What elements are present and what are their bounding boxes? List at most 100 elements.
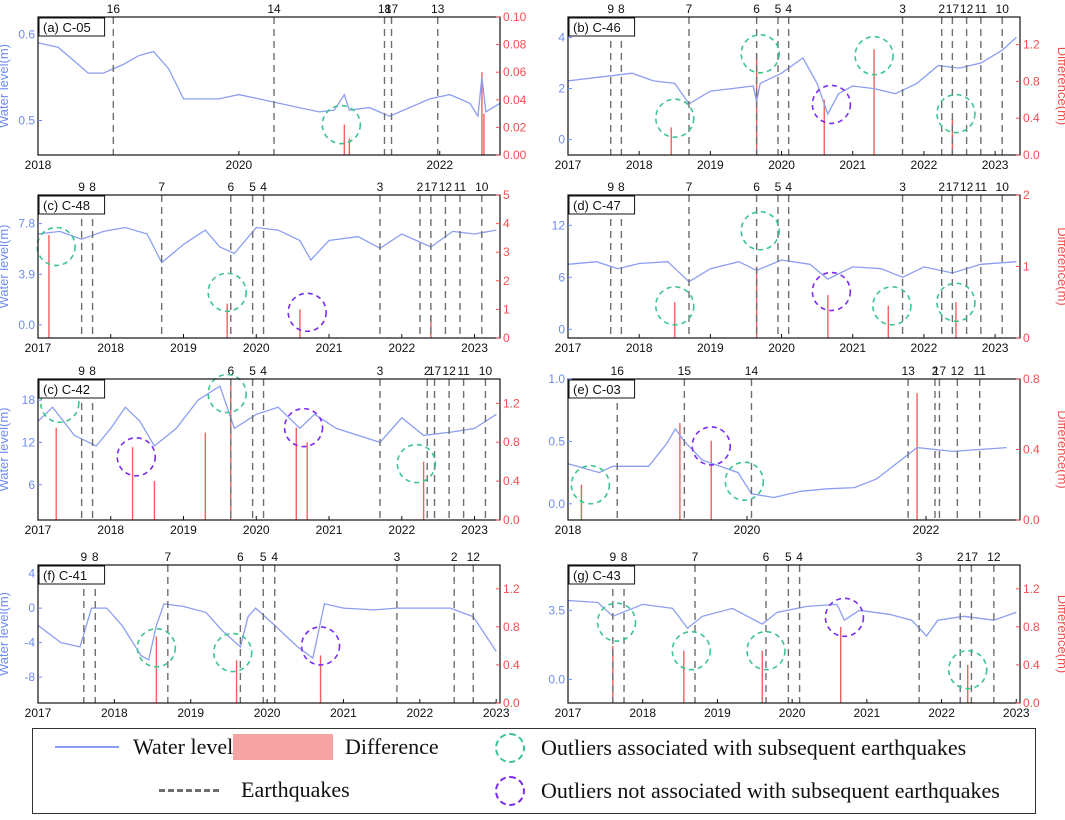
outlier-not-associated-circle: [287, 292, 327, 333]
y-tick-label: 4: [28, 567, 35, 581]
y-tick-label: -4: [24, 636, 35, 650]
water-level-line: [567, 259, 1017, 283]
y2-tick-label: 0.06: [503, 65, 527, 79]
y2-tick-label: 0.0: [1023, 696, 1040, 710]
water-level-line: [37, 603, 497, 661]
earthquake-label: 12: [439, 180, 453, 194]
earthquake-label: 2: [938, 180, 945, 194]
x-tick-label: 2017: [555, 341, 582, 355]
y-tick-label: 4: [558, 30, 565, 44]
outlier-not-associated-circle: [283, 407, 324, 448]
outlier-not-associated-circle: [116, 436, 157, 477]
earthquake-label: 4: [271, 550, 278, 564]
water-level-line: [567, 36, 1017, 116]
y-tick-label: 7.8: [18, 217, 35, 231]
outlier-associated-circle: [746, 630, 786, 671]
earthquake-label: 4: [785, 2, 792, 16]
earthquake-label: 10: [996, 2, 1010, 16]
panel-title-box: [38, 379, 106, 399]
y-tick-label: 0.0: [18, 318, 35, 332]
x-tick-label: 2017: [25, 706, 52, 720]
x-tick-label: 2019: [697, 341, 724, 355]
outlier-not-associated-circle: [300, 626, 341, 666]
y2-tick-label: 0.8: [1023, 372, 1040, 386]
earthquake-label: 6: [237, 550, 244, 564]
plot-area: [568, 379, 1020, 520]
legend: Water level Difference Earthquakes Outli…: [32, 728, 1036, 814]
earthquake-label: 4: [796, 550, 803, 564]
earthquake-label: 4: [785, 180, 792, 194]
earthquake-label: 17: [933, 364, 947, 378]
y-tick-label: 0.0: [548, 497, 565, 511]
y2-tick-label: 0.4: [503, 474, 520, 488]
x-tick-label: 2021: [839, 158, 866, 172]
y-tick-label: 6: [558, 270, 565, 284]
water-level-line: [37, 42, 501, 119]
outlier-associated-circle: [596, 602, 637, 642]
y2-tick-label: 1.2: [1023, 582, 1040, 596]
earthquake-label: 12: [960, 180, 974, 194]
earthquake-label: 6: [763, 550, 770, 564]
earthquake-label: 9: [80, 550, 87, 564]
y2-tick-label: 0: [503, 331, 510, 345]
y2-axis-label: Difference(m): [1055, 227, 1065, 306]
y2-tick-label: 0: [1023, 331, 1030, 345]
earthquake-label: 8: [92, 550, 99, 564]
water-level-line: [567, 599, 1017, 638]
x-tick-label: 2020: [254, 706, 281, 720]
earthquake-label: 17: [424, 180, 438, 194]
x-tick-label: 2022: [911, 158, 938, 172]
panel-title-box: [568, 379, 636, 399]
outlier-associated-circle: [872, 286, 912, 326]
earthquake-label: 5: [775, 2, 782, 16]
outlier-associated-circle: [936, 282, 976, 323]
outlier-associated-circle: [654, 98, 695, 138]
panel-title: (d) C-47: [573, 198, 621, 213]
y-tick-label: 12: [552, 218, 566, 232]
y2-axis-label: Difference(m): [1055, 595, 1065, 674]
earthquake-label: 11: [975, 180, 988, 194]
legend-not-associated-label: Outliers not associated with subsequent …: [541, 778, 1000, 803]
plot-area: [568, 565, 1020, 703]
x-tick-label: 2020: [768, 341, 795, 355]
earthquake-label: 17: [385, 2, 399, 16]
y2-tick-label: 4: [503, 217, 510, 231]
earthquake-label: 6: [227, 364, 234, 378]
earthquake-label: 3: [377, 180, 384, 194]
panel-title: (b) C-46: [573, 20, 621, 35]
earthquake-label: 12: [960, 2, 974, 16]
y-tick-label: -8: [24, 670, 35, 684]
x-tick-label: 2023: [982, 341, 1009, 355]
earthquake-label: 14: [267, 2, 281, 16]
x-tick-label: 2019: [697, 158, 724, 172]
outlier-associated-circle: [740, 33, 780, 74]
panel-title: (a) C-05: [43, 20, 91, 35]
x-tick-label: 2021: [839, 341, 866, 355]
earthquake-label: 9: [607, 180, 614, 194]
earthquake-label: 2: [932, 364, 939, 378]
earthquake-label: 2: [938, 2, 945, 16]
x-tick-label: 2020: [734, 523, 761, 537]
x-tick-label: 2018: [97, 523, 124, 537]
x-tick-label: 2022: [913, 523, 940, 537]
y2-tick-label: 0.4: [503, 658, 520, 672]
earthquake-label: 2: [424, 364, 431, 378]
earthquake-label: 3: [899, 2, 906, 16]
y-tick-label: 0.0: [548, 672, 565, 686]
x-tick-label: 2017: [555, 158, 582, 172]
y2-tick-label: 0.0: [503, 696, 520, 710]
earthquake-label: 7: [686, 180, 693, 194]
y-tick-label: 12: [22, 435, 36, 449]
earthquake-label: 2: [451, 550, 458, 564]
y-tick-label: 18: [22, 393, 36, 407]
earthquake-label: 3: [916, 550, 923, 564]
earthquake-label: 17: [946, 180, 960, 194]
outlier-associated-circle: [36, 226, 76, 267]
x-tick-label: 2019: [170, 523, 197, 537]
plot-frame: [37, 378, 501, 521]
y-tick-label: 0: [558, 322, 565, 336]
panel-title-box: [38, 565, 106, 585]
x-tick-label: 2018: [626, 341, 653, 355]
